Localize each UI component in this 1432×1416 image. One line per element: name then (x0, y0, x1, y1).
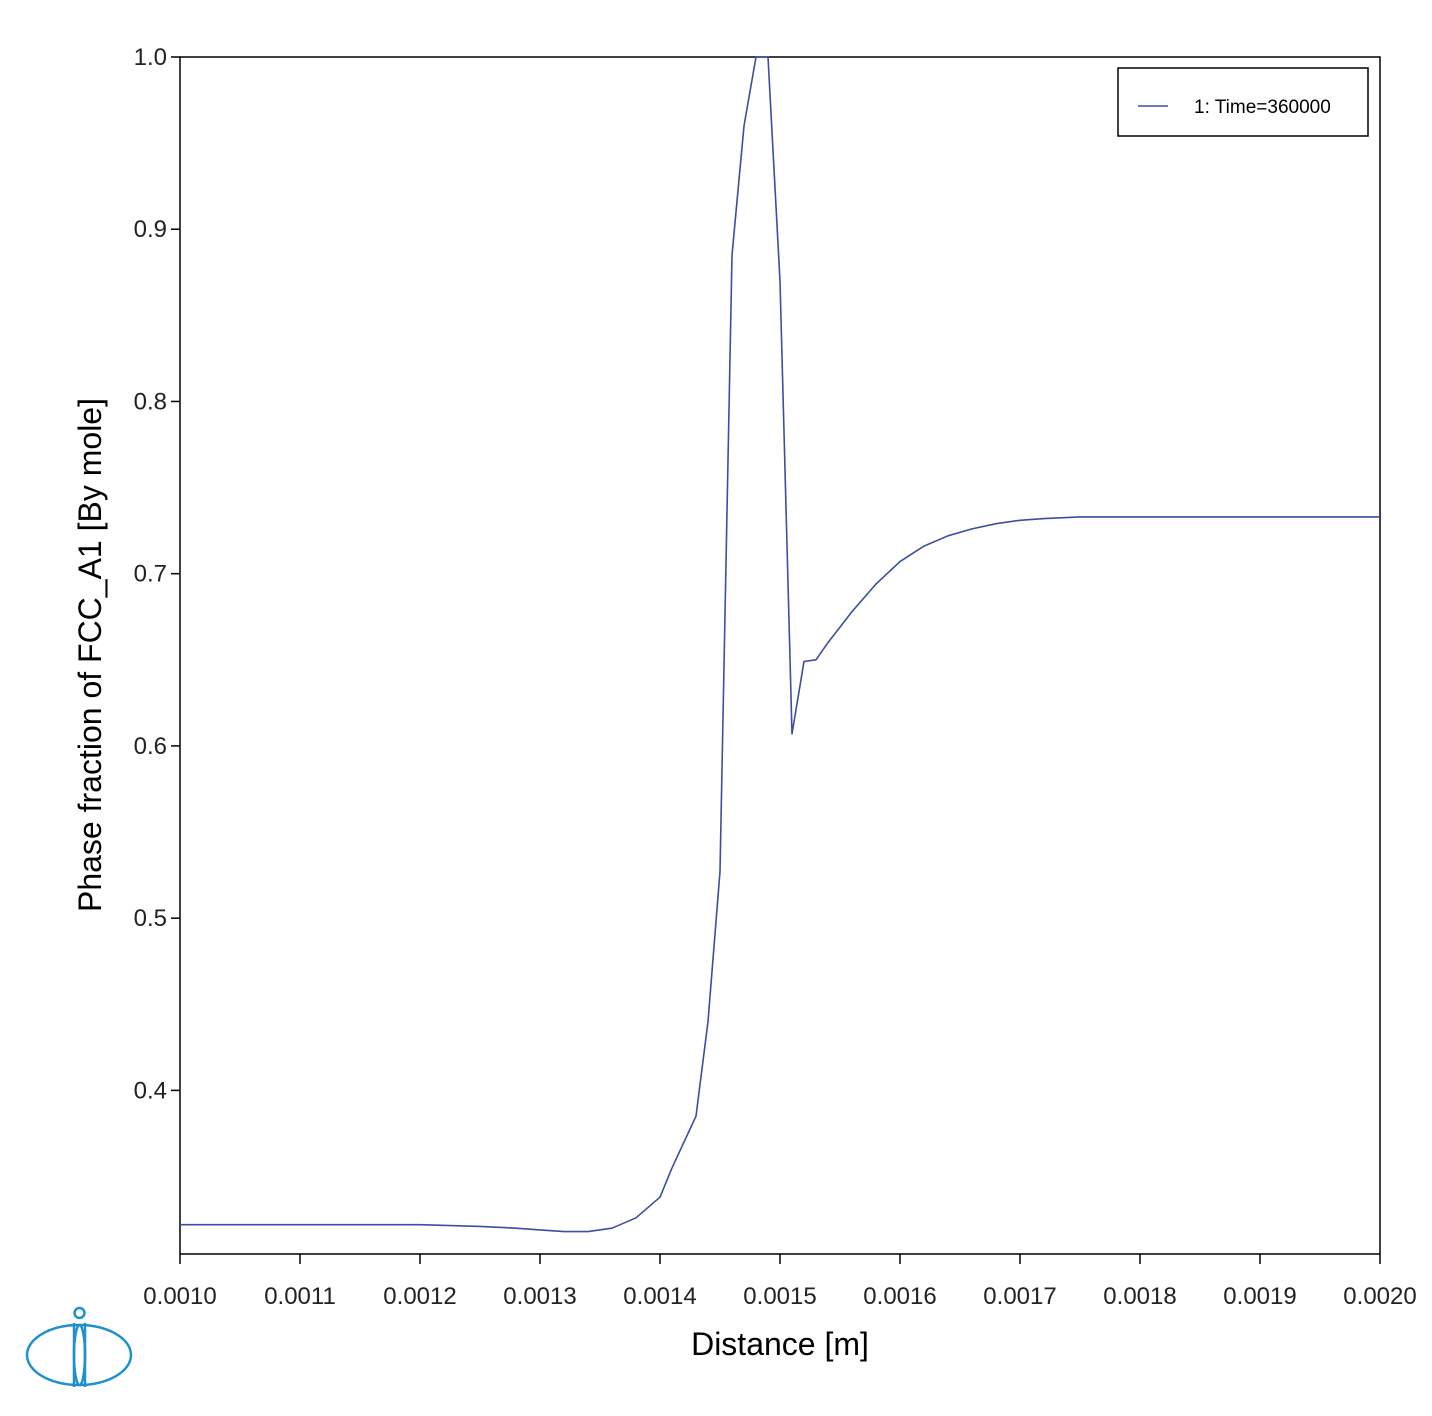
x-tick-label: 0.0015 (743, 1283, 816, 1310)
legend-label: 1: Time=360000 (1194, 97, 1331, 118)
y-tick-label: 0.5 (134, 905, 167, 932)
plot-frame (179, 56, 1381, 1255)
x-tick-label: 0.0011 (264, 1283, 336, 1310)
legend: 1: Time=360000 (1117, 67, 1369, 137)
y-tick-label: 0.4 (134, 1077, 167, 1104)
x-tick-label: 0.0017 (983, 1283, 1056, 1310)
series-layer (180, 56, 1380, 1233)
x-tick-label: 0.0018 (1103, 1283, 1176, 1310)
thermo-calc-logo-icon (25, 1306, 133, 1387)
y-tick-label: 0.6 (134, 733, 167, 760)
y-axis-ticks: 0.4 0.5 0.6 0.7 0.8 0.9 1.0 (134, 44, 180, 1104)
series-line-1 (180, 56, 1380, 1233)
x-tick-label: 0.0013 (503, 1283, 576, 1310)
x-tick-label: 0.0012 (383, 1283, 456, 1310)
x-tick-label: 0.0014 (623, 1283, 696, 1310)
x-tick-label: 0.0016 (863, 1283, 936, 1310)
y-tick-label: 0.8 (134, 388, 167, 415)
x-axis-title: Distance [m] (691, 1326, 869, 1362)
x-axis-ticks: 0.0010 0.0011 0.0012 0.0013 0.0014 0.0015 0.00… (143, 1254, 1417, 1310)
x-tick-label: 0.0020 (1343, 1283, 1416, 1310)
legend-box (1117, 67, 1369, 137)
x-tick-label: 0.0010 (143, 1283, 216, 1310)
y-axis-title: Phase fraction of FCC_A1 [By mole] (72, 398, 108, 912)
y-tick-label: 1.0 (134, 44, 167, 71)
y-tick-label: 0.7 (134, 561, 167, 588)
y-tick-label: 0.9 (134, 216, 167, 243)
x-tick-label: 0.0019 (1223, 1283, 1296, 1310)
